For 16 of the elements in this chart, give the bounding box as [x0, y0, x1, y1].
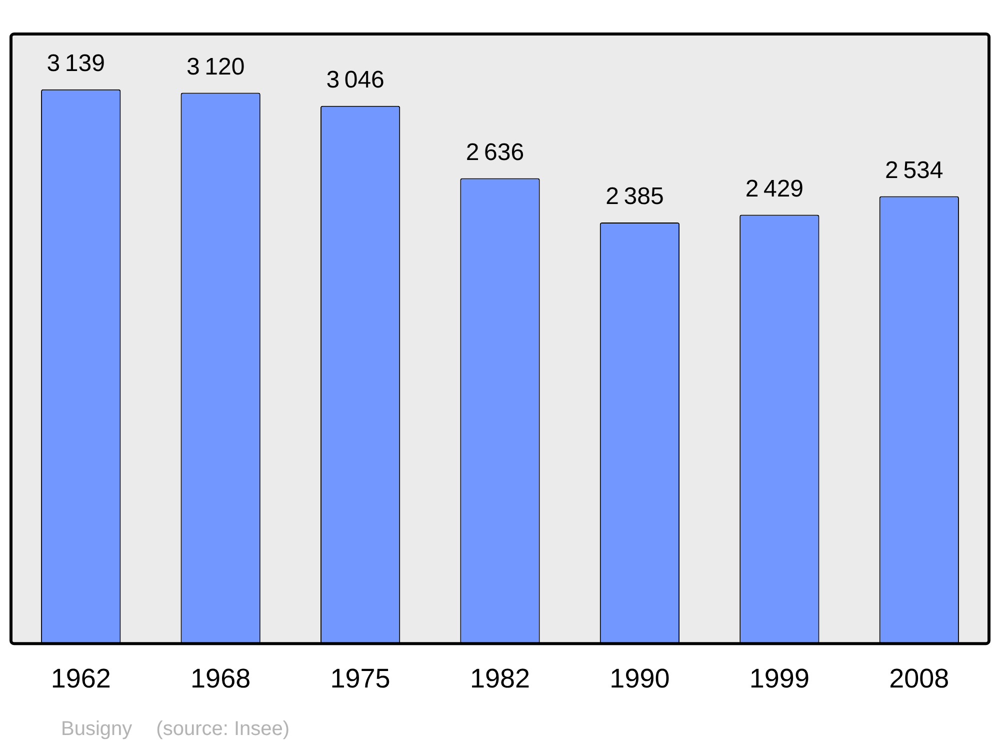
- x-tick-label: 1982: [470, 663, 530, 694]
- data-label: 3 046: [326, 66, 384, 94]
- x-tick-label: 1975: [330, 663, 390, 694]
- text: Busigny: [61, 718, 132, 740]
- x-tick-label: 1990: [610, 663, 670, 694]
- x-tick-label: 1962: [50, 663, 111, 694]
- x-tick-label: 1968: [190, 663, 251, 694]
- data-label: 3 139: [46, 50, 105, 78]
- text: (source: Insee): [156, 718, 290, 740]
- data-label: 2 385: [606, 183, 664, 210]
- data-label: 2 429: [745, 175, 804, 202]
- x-tick-label: 1999: [749, 663, 810, 694]
- data-label: 3 120: [186, 53, 245, 80]
- data-label: 2 534: [885, 156, 944, 184]
- data-label: 2 636: [466, 138, 524, 166]
- x-tick-label: 2008: [889, 663, 950, 694]
